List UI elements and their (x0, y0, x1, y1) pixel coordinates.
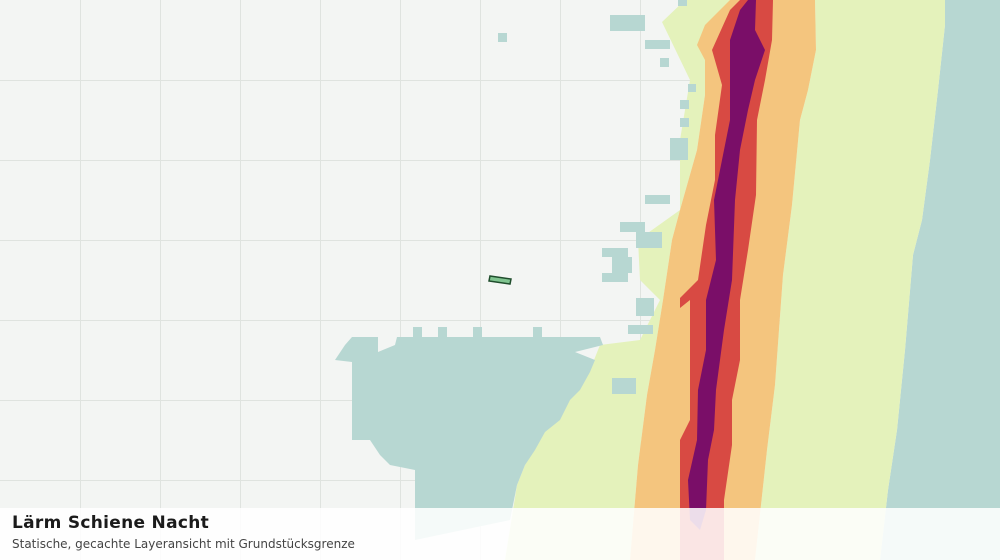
noise-zone-highest (688, 0, 765, 530)
noise-zone-low (755, 0, 945, 560)
noise-zone-lowest (880, 0, 1000, 560)
layer-title: Lärm Schiene Nacht (12, 513, 210, 533)
noise-zone-low (505, 0, 735, 560)
caption-panel: Lärm Schiene Nacht Statische, gecachte L… (0, 508, 1000, 560)
noise-patches (413, 0, 696, 394)
parcel-boundary (488, 275, 512, 285)
layer-subtitle: Statische, gecachte Layeransicht mit Gru… (12, 537, 355, 551)
noise-zone-teal-area (335, 337, 603, 540)
